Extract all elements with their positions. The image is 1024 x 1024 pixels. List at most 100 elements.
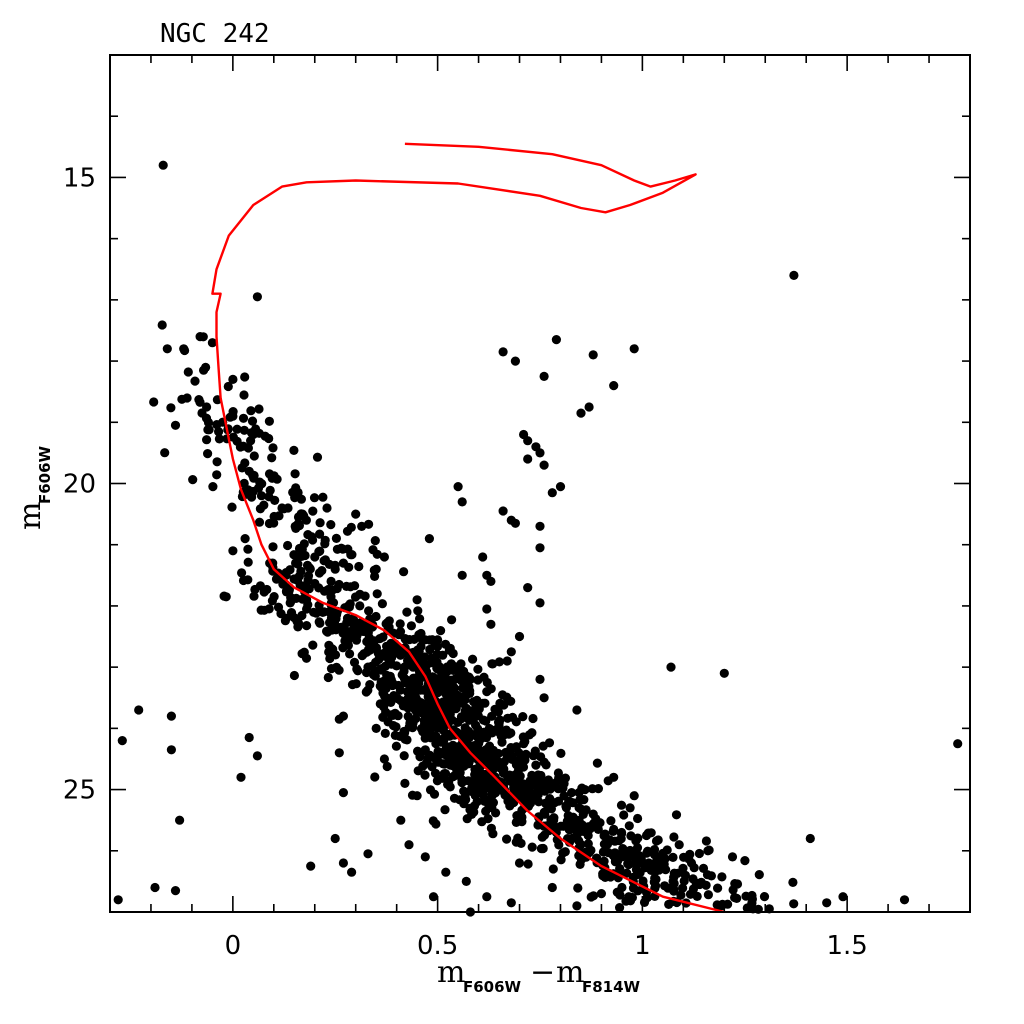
star-point [408,662,418,672]
star-point [244,732,254,743]
star-point [351,635,362,645]
star-point [452,757,462,767]
star-point [544,826,554,836]
star-point [579,795,589,805]
star-point [319,556,329,566]
star-point [497,759,507,770]
star-point [457,570,467,580]
star-point [465,674,475,685]
star-point [486,576,496,587]
star-point [629,791,639,801]
star-point [399,673,409,683]
star-point [673,868,683,878]
star-point [576,408,586,418]
star-point [268,443,278,453]
star-point [430,768,441,778]
star-point [134,705,144,715]
star-point [460,792,470,802]
star-point [334,714,344,724]
star-point [404,840,414,850]
star-point [294,543,305,554]
star-point [149,397,159,407]
star-point [480,728,490,738]
star-point [399,567,409,577]
star-point [528,751,539,761]
star-point [703,846,713,856]
star-point [592,758,603,768]
star-point [317,566,327,576]
star-point [400,728,410,738]
star-point [267,473,277,483]
star-point [706,871,717,881]
star-point [315,518,325,528]
star-point [555,482,566,492]
star-point [531,760,541,770]
star-point [419,746,429,756]
star-point [289,574,299,584]
star-point [395,619,405,629]
star-point [190,376,200,386]
star-point [264,416,274,426]
star-point [351,679,361,689]
star-point [723,899,733,909]
y-label-m: m [13,502,48,530]
star-point [281,586,292,596]
star-point [420,635,430,645]
star-point [427,672,437,682]
star-point [536,844,547,854]
star-point [423,730,433,740]
star-point [296,494,306,504]
star-point [714,900,724,911]
star-point [274,511,284,521]
star-point [326,592,336,602]
star-point [303,571,314,581]
star-point [822,898,832,908]
star-point [372,589,382,599]
star-point [302,595,312,605]
star-point [408,718,418,728]
star-point [270,495,280,505]
star-point [380,661,390,671]
star-point [252,292,262,302]
star-point [695,879,705,890]
star-point [439,678,449,688]
star-point [457,497,467,507]
star-point [160,448,170,458]
star-point [650,858,660,868]
star-point [259,500,269,510]
star-point [627,892,638,903]
star-point [309,493,320,503]
star-point [449,683,459,693]
star-point [633,886,643,896]
star-point [473,675,483,685]
star-point [498,506,508,516]
star-point [953,739,963,749]
star-point [789,270,799,280]
star-point [481,745,491,755]
star-point [556,748,566,759]
star-point [288,487,298,497]
star-point [523,583,533,593]
star-point [405,680,415,690]
star-point [573,883,583,893]
star-point [175,815,185,825]
star-point [257,479,267,489]
star-point [498,730,508,741]
star-point [334,665,344,675]
star-point [334,579,344,590]
star-point [537,832,547,842]
star-point [641,830,652,841]
star-point [326,664,337,674]
star-point [482,687,492,697]
star-point [427,714,437,724]
star-point [290,469,300,479]
star-point [372,549,382,559]
star-point [740,856,750,866]
star-point [197,408,207,418]
star-point [255,581,265,591]
star-point [277,503,287,513]
star-point [719,668,729,678]
axis-ticks [109,54,971,913]
star-point [310,552,320,562]
